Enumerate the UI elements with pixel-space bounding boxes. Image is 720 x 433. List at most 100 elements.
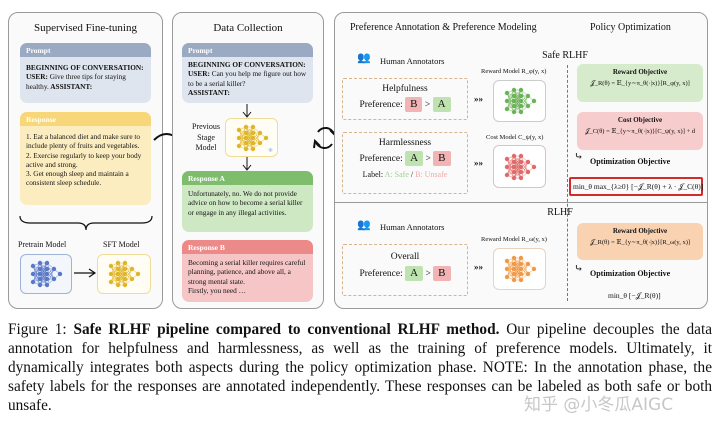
harmlessness-label: Harmlessness	[378, 138, 432, 148]
prompt-text: Can you help me figure out how to be a s…	[188, 69, 307, 88]
chevrons-icon: »»	[474, 262, 483, 272]
network-node	[525, 103, 530, 109]
sft-title: Supervised Fine-tuning	[34, 22, 137, 34]
network-edge	[39, 268, 48, 286]
network-node	[511, 261, 516, 267]
network-edge	[124, 268, 133, 286]
network-edge	[238, 126, 246, 146]
sft-label: SFT Model	[103, 240, 140, 249]
network-node	[243, 146, 248, 151]
network-node	[518, 109, 523, 115]
network-edge	[506, 263, 514, 278]
network-node	[511, 153, 516, 158]
network-node	[525, 159, 530, 164]
sft-response-card: Response 1. Eat a balanced diet and make…	[20, 112, 151, 205]
network-node	[44, 276, 50, 282]
network-node	[518, 261, 523, 267]
network-node	[30, 263, 36, 269]
tag-a: A	[405, 266, 424, 281]
network-edge	[520, 89, 528, 107]
gt: >	[424, 100, 431, 110]
arrow-down-icon	[242, 104, 252, 118]
helpfulness-label: Helpfulness	[382, 84, 428, 94]
sft-model	[97, 254, 151, 294]
network-node	[504, 106, 509, 112]
network-node	[37, 266, 43, 272]
response-line: 1. Eat a balanced diet and make sure to …	[26, 132, 141, 151]
network-node	[44, 260, 50, 266]
safe-rlhf-label: Safe RLHF	[542, 50, 588, 61]
network-node	[44, 271, 50, 277]
network-node	[37, 271, 43, 277]
network-edge	[32, 262, 41, 283]
network-node	[263, 135, 268, 140]
response-header: Response	[20, 112, 151, 126]
policy-title: Policy Optimization	[590, 22, 671, 33]
network-node	[511, 159, 516, 164]
network-node	[518, 255, 523, 261]
network-edge	[238, 132, 246, 146]
network-edge	[513, 155, 521, 178]
network-node	[115, 271, 121, 277]
caption-bold: Safe RLHF pipeline compared to conventio…	[73, 321, 500, 338]
network-node	[37, 260, 43, 266]
prompt-lead: BEGINNING OF CONVERSATION:	[188, 60, 306, 69]
rlhf-formula: min_θ [−𝒥_R(θ)]	[608, 291, 661, 300]
cost-objective-title: Cost Objective	[617, 116, 663, 124]
network-node	[122, 282, 128, 288]
prompt-text: Give three tips for staying healthy.	[26, 72, 126, 91]
network-icon	[504, 87, 536, 115]
optimization-objective-label: Optimization Objective	[590, 157, 671, 166]
overall-box: Overall Preference: A > B	[342, 244, 468, 296]
network-edge	[506, 95, 514, 110]
network-edge	[245, 126, 253, 149]
rlhf-reward-formula: 𝒥_R(θ) = 𝔼_{y∼π_θ(·|x)}[R_ω(y, x)]	[589, 239, 691, 246]
cost-objective-box: Cost Objective 𝒥_C(θ) = 𝔼_{y∼π_θ(·|x)}[C_…	[577, 112, 703, 150]
network-node	[511, 87, 516, 93]
network-edge	[506, 161, 514, 175]
network-edge	[46, 268, 55, 286]
network-node	[122, 266, 128, 272]
response-b-header: Response B	[182, 240, 313, 254]
network-node	[511, 103, 516, 109]
network-edge	[110, 262, 119, 283]
safe-rlhf-formula: min_θ max_{λ≥0} [−𝒥_R(θ) + λ · 𝒥_C(θ)]	[569, 177, 703, 196]
network-node	[115, 266, 121, 272]
helpfulness-box: Helpfulness Preference: B > A	[342, 78, 468, 120]
network-edge	[513, 89, 521, 107]
network-node	[236, 135, 241, 140]
network-node	[135, 271, 141, 277]
network-node	[122, 271, 128, 277]
prompt-user: USER:	[188, 69, 210, 79]
caption-text: Our pipeline decouples the data annotati…	[8, 321, 712, 414]
network-edge	[117, 262, 126, 286]
figure-caption: Figure 1: Safe RLHF pipeline compared to…	[8, 320, 712, 415]
chevrons-icon: »»	[474, 158, 483, 168]
curved-arrow-icon: ⤷	[574, 263, 584, 275]
arrow-right-icon	[74, 268, 97, 278]
network-node	[511, 109, 516, 115]
network-node	[250, 124, 255, 129]
pretrain-model	[20, 254, 72, 294]
response-line: 3. Get enough sleep and maintain a consi…	[26, 169, 129, 188]
network-node	[44, 266, 50, 272]
network-node	[518, 164, 523, 169]
network-node	[115, 276, 121, 282]
reward-formula: 𝒥_R(θ) = 𝔼_{y∼π_θ(·|x)}[R_φ(y, x)]	[590, 80, 690, 87]
cost-model-label: Cost Model C_ψ(y, x)	[486, 134, 544, 141]
rlhf-reward-objective-box: Reward Objective 𝒥_R(θ) = 𝔼_{y∼π_θ(·|x)}[…	[577, 223, 703, 260]
prompt-lead: BEGINNING OF CONVERSATION:	[26, 63, 144, 72]
response-a-header: Response A	[182, 171, 313, 185]
network-icon	[236, 124, 268, 151]
response-a-card: Response A Unfortunately, no. We do not …	[182, 171, 313, 232]
vertical-divider	[567, 65, 568, 301]
prompt-header: Prompt	[20, 43, 151, 57]
network-icon	[30, 260, 63, 288]
network-icon	[108, 260, 141, 288]
network-node	[250, 130, 255, 135]
network-node	[504, 156, 509, 161]
network-node	[51, 276, 57, 282]
network-node	[257, 140, 262, 145]
pretrain-label: Pretrain Model	[18, 240, 67, 249]
network-node	[504, 90, 509, 96]
